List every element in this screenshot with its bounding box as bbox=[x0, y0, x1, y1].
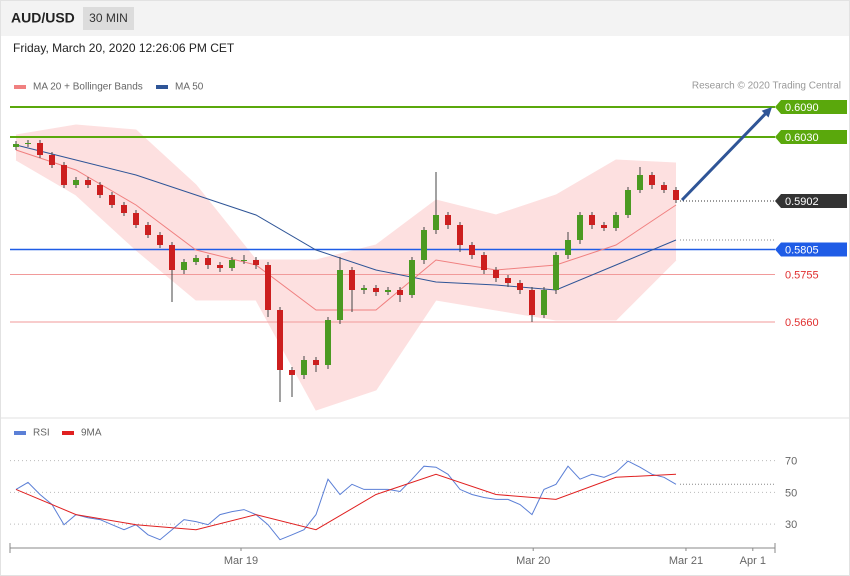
level-label: 0.5755 bbox=[785, 269, 819, 281]
x-tick-label: Mar 20 bbox=[516, 555, 550, 567]
header-bar bbox=[0, 0, 850, 36]
level-label-box bbox=[775, 130, 847, 144]
candle-body bbox=[433, 215, 439, 230]
timeframe-box bbox=[83, 7, 134, 30]
candle-body bbox=[637, 175, 643, 190]
candle-body bbox=[673, 190, 679, 200]
y-tick-label: 30 bbox=[785, 519, 797, 531]
forecast-arrow bbox=[680, 110, 769, 202]
candle-body bbox=[277, 310, 283, 370]
candle-body bbox=[313, 360, 319, 365]
candle-body bbox=[157, 235, 163, 245]
candle-body bbox=[13, 144, 19, 147]
candle-body bbox=[181, 262, 187, 270]
candle-body bbox=[37, 143, 43, 155]
candle-body bbox=[445, 215, 451, 225]
bollinger-lower bbox=[15, 159, 677, 411]
candle-body bbox=[409, 260, 415, 295]
timeframe: 30 MIN bbox=[89, 11, 128, 25]
candle-body bbox=[577, 215, 583, 240]
legend-label: RSI bbox=[33, 428, 50, 439]
moving-average bbox=[15, 149, 677, 311]
legend-swatch bbox=[14, 85, 26, 89]
candle-body bbox=[517, 283, 523, 290]
candle-body bbox=[193, 258, 199, 262]
candle-body bbox=[493, 270, 499, 278]
level-label-box bbox=[775, 194, 847, 208]
candle-body bbox=[589, 215, 595, 225]
candle-body bbox=[229, 260, 235, 268]
candle-body bbox=[97, 185, 103, 195]
candle-body bbox=[61, 165, 67, 185]
forecast-arrowhead bbox=[761, 107, 772, 118]
level-label: 0.6090 bbox=[785, 102, 819, 114]
candle-body bbox=[49, 155, 55, 165]
candle-body bbox=[385, 290, 391, 292]
symbol: AUD/USD bbox=[11, 10, 75, 26]
x-tick-label: Apr 1 bbox=[740, 555, 766, 567]
level-label: 0.5805 bbox=[785, 244, 819, 256]
candle-body bbox=[625, 190, 631, 215]
indicator-line bbox=[15, 460, 677, 541]
credit: Research © 2020 Trading Central bbox=[692, 81, 841, 92]
candle-body bbox=[265, 265, 271, 310]
date: Friday, March 20, 2020 12:26:06 PM CET bbox=[13, 41, 235, 55]
legend-swatch bbox=[156, 85, 168, 89]
candle-body bbox=[109, 195, 115, 205]
bollinger-upper bbox=[15, 124, 677, 261]
level-label: 0.6030 bbox=[785, 132, 819, 144]
candle-body bbox=[121, 205, 127, 213]
candle-body bbox=[337, 270, 343, 320]
candle-body bbox=[289, 370, 295, 375]
candle-body bbox=[25, 143, 31, 144]
x-tick-label: Mar 21 bbox=[669, 555, 703, 567]
candle-body bbox=[241, 260, 247, 261]
legend-label: MA 50 bbox=[175, 82, 204, 93]
candle-body bbox=[541, 290, 547, 315]
candle-body bbox=[301, 360, 307, 375]
bollinger-fill bbox=[16, 125, 676, 410]
level-label: 0.5902 bbox=[785, 196, 819, 208]
level-label-box bbox=[775, 100, 847, 114]
candle-body bbox=[145, 225, 151, 235]
candle-body bbox=[565, 240, 571, 255]
indicator-line bbox=[15, 473, 677, 531]
candle-body bbox=[553, 255, 559, 290]
candle-body bbox=[325, 320, 331, 365]
candle-body bbox=[505, 278, 511, 283]
candle-body bbox=[361, 288, 367, 290]
candle-body bbox=[349, 270, 355, 290]
y-tick-label: 50 bbox=[785, 487, 797, 499]
level-label-box bbox=[775, 242, 847, 257]
candle-body bbox=[217, 265, 223, 268]
candle-body bbox=[481, 255, 487, 270]
candle-body bbox=[169, 245, 175, 270]
legend-label: 9MA bbox=[81, 428, 102, 439]
candle-body bbox=[205, 258, 211, 265]
candle-body bbox=[613, 215, 619, 228]
moving-average bbox=[15, 144, 677, 291]
candle-body bbox=[529, 290, 535, 315]
level-label: 0.5660 bbox=[785, 317, 819, 329]
candle-body bbox=[469, 245, 475, 255]
legend-swatch bbox=[14, 431, 26, 435]
candle-body bbox=[397, 290, 403, 295]
candle-body bbox=[85, 180, 91, 185]
legend-label: MA 20 + Bollinger Bands bbox=[33, 82, 143, 93]
candle-body bbox=[253, 260, 259, 265]
y-tick-label: 70 bbox=[785, 456, 797, 468]
candle-body bbox=[661, 185, 667, 190]
candle-body bbox=[649, 175, 655, 185]
x-tick-label: Mar 19 bbox=[224, 555, 258, 567]
candle-body bbox=[133, 213, 139, 225]
candle-body bbox=[421, 230, 427, 260]
candle-body bbox=[73, 180, 79, 185]
candle-body bbox=[373, 288, 379, 292]
candle-body bbox=[601, 225, 607, 228]
candle-body bbox=[457, 225, 463, 245]
legend-swatch bbox=[62, 431, 74, 435]
